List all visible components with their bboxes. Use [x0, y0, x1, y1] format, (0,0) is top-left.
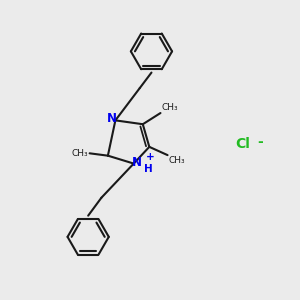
Text: CH₃: CH₃	[71, 149, 88, 158]
Text: Cl: Cl	[236, 137, 250, 151]
Text: +: +	[146, 152, 154, 162]
Text: H: H	[144, 164, 153, 174]
Text: N: N	[132, 156, 142, 169]
Text: CH₃: CH₃	[162, 103, 178, 112]
Text: N: N	[106, 112, 117, 125]
Text: CH₃: CH₃	[169, 156, 185, 165]
Text: -: -	[257, 135, 263, 149]
